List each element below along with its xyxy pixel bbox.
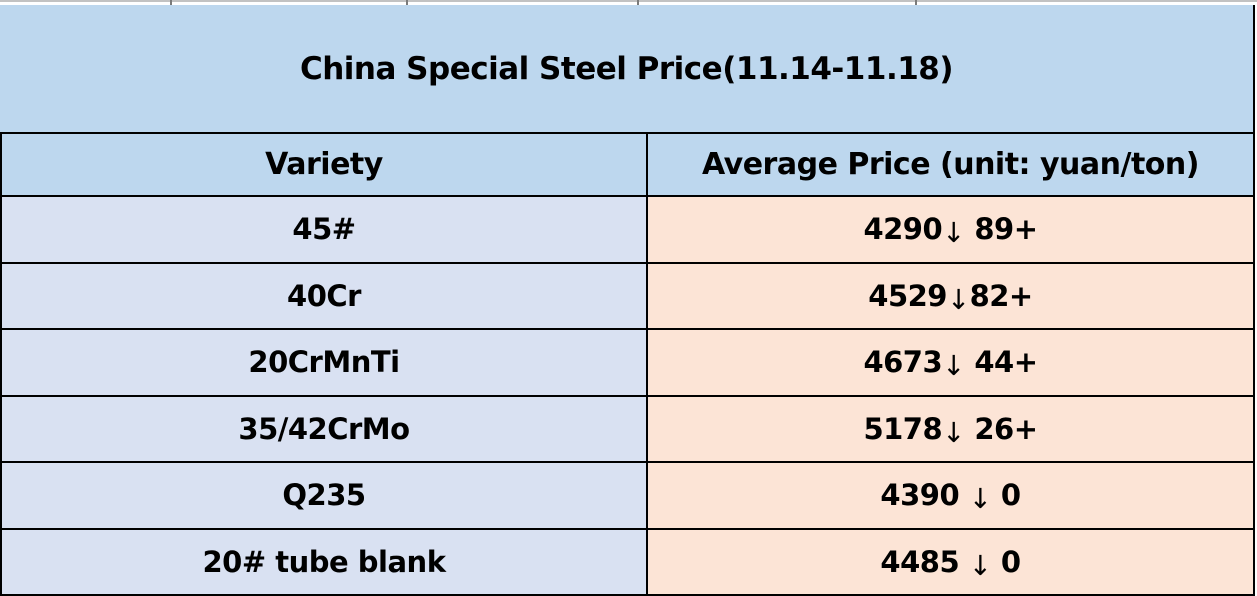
table-title: China Special Steel Price(11.14-11.18)	[299, 50, 954, 87]
variety-cell[interactable]: Q235	[2, 463, 646, 528]
price-value: 5178	[863, 411, 943, 446]
price-change: 0	[991, 544, 1021, 579]
price-cell[interactable]: 5178 ↓ 26+	[646, 396, 1253, 461]
down-arrow-icon: ↓	[942, 416, 965, 449]
header-cell-variety[interactable]: Variety	[2, 134, 646, 195]
variety-column-header: Variety	[265, 147, 383, 182]
price-change: 82+	[969, 278, 1034, 313]
table-row: Q235 4390 ↓ 0	[0, 463, 1253, 530]
price-value: 4673	[863, 345, 943, 380]
variety-label: 40Cr	[287, 278, 361, 313]
price-change: 89+	[964, 212, 1038, 247]
gridline-tick	[170, 0, 172, 5]
price-cell[interactable]: 4390 ↓ 0	[646, 463, 1253, 528]
table-row: 45# 4290 ↓ 89+	[0, 197, 1253, 264]
variety-label: Q235	[282, 478, 366, 513]
down-arrow-icon: ↓	[946, 283, 970, 316]
header-cell-average-price[interactable]: Average Price (unit: yuan/ton)	[646, 134, 1253, 195]
gridline-tick	[637, 0, 639, 5]
down-arrow-icon: ↓	[942, 217, 965, 250]
table-title-cell[interactable]: China Special Steel Price(11.14-11.18)	[0, 5, 1253, 134]
price-change: 44+	[964, 345, 1038, 380]
spreadsheet-gridline-strip	[0, 0, 1257, 5]
gridline-tick	[406, 0, 408, 5]
average-price-column-header: Average Price (unit: yuan/ton)	[702, 147, 1199, 182]
price-cell[interactable]: 4673 ↓ 44+	[646, 330, 1253, 395]
variety-label: 45#	[292, 212, 356, 247]
price-change: 0	[991, 478, 1021, 513]
down-arrow-icon: ↓	[968, 549, 992, 582]
price-table: China Special Steel Price(11.14-11.18) V…	[0, 5, 1255, 596]
price-value: 4390	[880, 478, 969, 513]
price-cell[interactable]: 4290 ↓ 89+	[646, 197, 1253, 262]
variety-label: 20# tube blank	[202, 544, 446, 579]
price-change: 26+	[964, 411, 1038, 446]
down-arrow-icon: ↓	[968, 483, 992, 516]
table-row: 35/42CrMo 5178 ↓ 26+	[0, 396, 1253, 463]
table-header-row: Variety Average Price (unit: yuan/ton)	[0, 134, 1253, 197]
variety-cell[interactable]: 20CrMnTi	[2, 330, 646, 395]
price-cell[interactable]: 4485 ↓ 0	[646, 529, 1253, 594]
price-value: 4529	[868, 278, 947, 313]
price-value: 4290	[863, 212, 943, 247]
variety-cell[interactable]: 40Cr	[2, 263, 646, 328]
gridline-tick	[915, 0, 917, 5]
variety-label: 20CrMnTi	[248, 345, 400, 380]
table-row: 20# tube blank 4485 ↓ 0	[0, 529, 1253, 594]
down-arrow-icon: ↓	[942, 350, 965, 383]
table-row: 20CrMnTi 4673 ↓ 44+	[0, 330, 1253, 397]
price-cell[interactable]: 4529 ↓ 82+	[646, 263, 1253, 328]
variety-cell[interactable]: 35/42CrMo	[2, 396, 646, 461]
table-row: 40Cr 4529 ↓ 82+	[0, 263, 1253, 330]
variety-cell[interactable]: 45#	[2, 197, 646, 262]
variety-label: 35/42CrMo	[238, 411, 410, 446]
price-value: 4485	[880, 544, 969, 579]
variety-cell[interactable]: 20# tube blank	[2, 529, 646, 594]
